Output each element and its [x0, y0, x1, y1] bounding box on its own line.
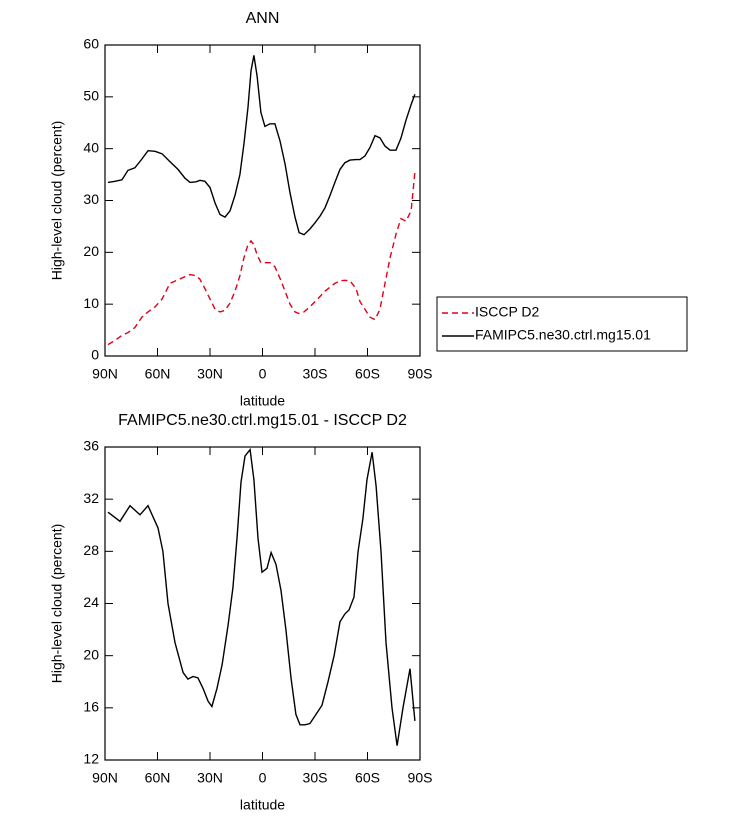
- y-tick-label: 36: [83, 438, 99, 454]
- legend-label: ISCCP D2: [475, 304, 540, 320]
- y-tick-label: 16: [83, 699, 99, 715]
- legend-box: [436, 296, 688, 352]
- x-tick-label: 30S: [303, 366, 328, 382]
- y-tick-label: 0: [91, 347, 99, 363]
- y-tick-label: 32: [83, 490, 99, 506]
- x-tick-label: 90N: [92, 770, 118, 786]
- x-tick-label: 30N: [197, 366, 223, 382]
- series-line: [107, 55, 416, 236]
- x-tick-label: 30N: [197, 770, 223, 786]
- y-tick-label: 50: [83, 88, 99, 104]
- legend-label: FAMIPC5.ne30.ctrl.mg15.01: [475, 327, 651, 343]
- chart-title: FAMIPC5.ne30.ctrl.mg15.01 - ISCCP D2: [118, 412, 407, 429]
- y-tick-label: 10: [83, 295, 99, 311]
- x-tick-label: 0: [259, 366, 267, 382]
- plot-frame: [104, 446, 421, 761]
- plot-frame: [104, 44, 421, 357]
- x-axis-label: latitude: [240, 797, 285, 813]
- chart-title: ANN: [246, 10, 280, 27]
- y-tick-label: 28: [83, 542, 99, 558]
- y-tick-label: 60: [83, 36, 99, 52]
- x-tick-label: 90S: [408, 366, 433, 382]
- y-tick-label: 20: [83, 243, 99, 259]
- y-axis-label: High-level cloud (percent): [49, 121, 65, 281]
- x-tick-label: 60N: [145, 770, 171, 786]
- x-tick-label: 30S: [303, 770, 328, 786]
- series-line: [107, 171, 416, 346]
- x-tick-label: 0: [259, 770, 267, 786]
- y-axis-label: High-level cloud (percent): [49, 524, 65, 684]
- y-tick-label: 12: [83, 751, 99, 767]
- y-tick-label: 24: [83, 594, 99, 610]
- series-line: [107, 447, 416, 746]
- x-tick-label: 60N: [145, 366, 171, 382]
- x-tick-label: 60S: [355, 366, 380, 382]
- y-tick-label: 20: [83, 646, 99, 662]
- x-tick-label: 90S: [408, 770, 433, 786]
- x-tick-label: 60S: [355, 770, 380, 786]
- x-tick-label: 90N: [92, 366, 118, 382]
- y-tick-label: 30: [83, 191, 99, 207]
- x-axis-label: latitude: [240, 393, 285, 409]
- y-tick-label: 40: [83, 139, 99, 155]
